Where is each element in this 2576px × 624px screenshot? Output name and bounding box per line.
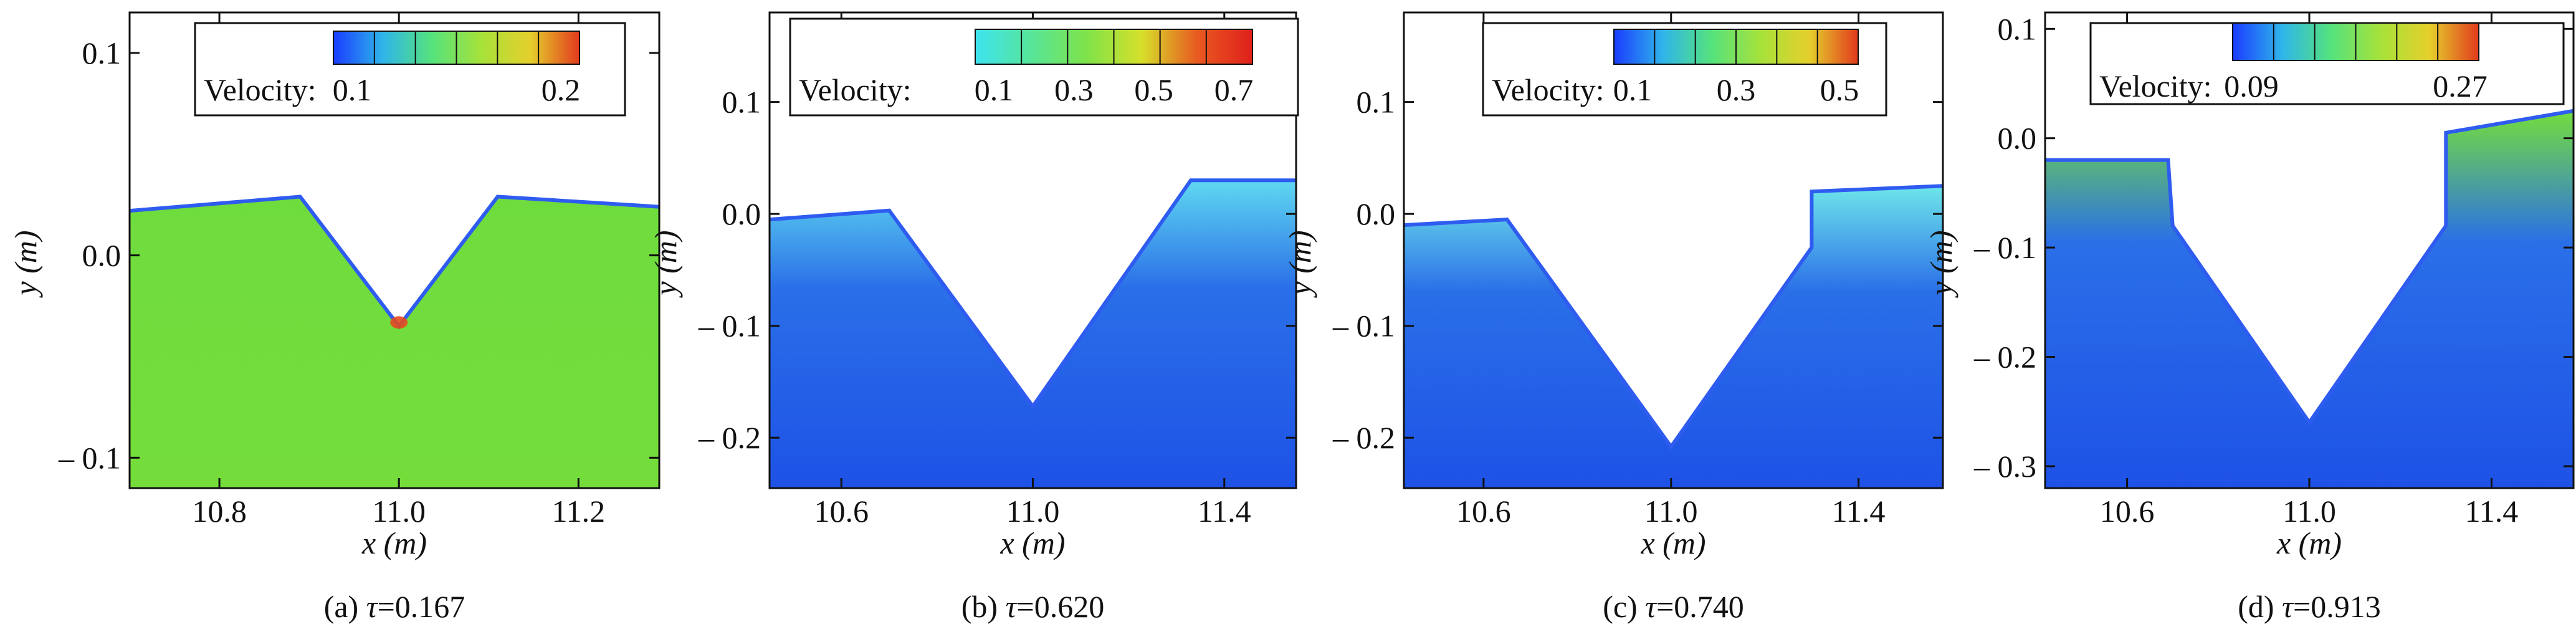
free-surface-line	[1404, 184, 1943, 450]
x-tick-label: 11.0	[1644, 494, 1698, 529]
colorbar-tick-label: 0.3	[1717, 72, 1756, 107]
colorbar-legend: Velocity: 0.1 0.3 0.5 0.7	[789, 17, 1299, 117]
x-axis-label: x (m)	[361, 526, 427, 560]
colorbar-tick-label: 0.7	[1214, 72, 1254, 107]
x-tick-label: 11.0	[2283, 494, 2336, 529]
colorbar-tick-label: 0.1	[333, 72, 372, 107]
x-axis-label: x (m)	[2276, 526, 2342, 560]
caption-value: =0.740	[1656, 589, 1744, 624]
y-tick-label: – 0.1	[1973, 230, 2036, 265]
caption-prefix: (a)	[324, 589, 366, 624]
axes-frame	[1403, 11, 1944, 489]
panel-a: 10.8 11.0 11.2 0.1 0.0 – 0.1 x (m) y (m) (a) τ=0…	[8, 11, 661, 624]
axes-frame	[128, 11, 661, 489]
colorbar-title: Velocity:	[2099, 69, 2212, 103]
y-tick-label: 0.0	[82, 238, 122, 273]
colorbar-title: Velocity:	[799, 72, 912, 107]
x-tick-label: 10.8	[192, 494, 247, 529]
x-tick-label: 11.2	[552, 494, 606, 529]
velocity-hotspot	[390, 316, 408, 329]
panel-caption: (b) τ=0.620	[961, 589, 1104, 624]
free-surface-line	[770, 178, 1296, 410]
caption-value: =0.913	[2293, 589, 2381, 624]
caption-prefix: (b)	[961, 589, 1006, 624]
x-tick-label: 11.4	[1832, 494, 1886, 529]
y-tick-label: – 0.3	[1973, 449, 2036, 484]
colorbar-tick-label: 0.2	[541, 72, 581, 107]
y-tick-label: 0.1	[1998, 11, 2037, 46]
colorbar-legend: Velocity: 0.1 0.2	[194, 22, 626, 117]
x-tick-label: 10.6	[1456, 494, 1511, 529]
y-tick-label: 0.0	[722, 196, 761, 231]
panel-caption: (d) τ=0.913	[2238, 589, 2380, 624]
fluid-region	[1404, 186, 1943, 488]
panel-caption: (a) τ=0.167	[324, 589, 465, 624]
fluid-region	[130, 196, 659, 488]
y-tick-label: – 0.1	[1332, 309, 1395, 343]
y-axis-label: y (m)	[648, 230, 683, 298]
colorbar-legend: Velocity: 0.1 0.3 0.5	[1482, 22, 1887, 117]
y-axis-label: y (m)	[1282, 230, 1317, 298]
y-tick-label: 0.1	[82, 36, 122, 70]
panel-b: 10.6 11.0 11.4 0.1 0.0 – 0.1 – 0.2 x (m) y (m) (b…	[648, 11, 1299, 624]
fluid-region	[2045, 110, 2574, 488]
colorbar-tick-label: 0.1	[1613, 72, 1653, 107]
y-tick-label: – 0.2	[1332, 420, 1395, 455]
panel-caption: (c) τ=0.740	[1603, 589, 1744, 624]
y-tick-label: – 0.2	[698, 420, 761, 455]
x-tick-label: 10.6	[814, 494, 869, 529]
caption-prefix: (c)	[1603, 589, 1645, 624]
x-axis-label: x (m)	[999, 526, 1065, 560]
colorbar-tick-label: 0.3	[1054, 72, 1094, 107]
colorbar-tick-label: 0.27	[2433, 69, 2488, 103]
y-tick-label: – 0.1	[58, 440, 121, 475]
x-tick-label: 11.0	[1006, 494, 1060, 529]
x-tick-label: 10.6	[2100, 494, 2155, 529]
y-tick-label: 0.0	[1357, 196, 1396, 231]
caption-prefix: (d)	[2238, 589, 2282, 624]
caption-tau: τ	[1645, 589, 1658, 624]
y-axis-label: y (m)	[1924, 230, 1958, 298]
fluid-region	[770, 180, 1296, 488]
y-tick-label: 0.0	[1998, 121, 2037, 156]
x-tick-label: 11.4	[2465, 494, 2519, 529]
caption-tau: τ	[366, 589, 379, 624]
colorbar-tick-label: 0.5	[1134, 72, 1173, 107]
y-tick-label: 0.1	[722, 85, 761, 120]
panel-c: 10.6 11.0 11.4 0.1 0.0 – 0.1 – 0.2 x (m) y (m) (c…	[1282, 11, 1944, 624]
panel-d: 10.6 11.0 11.4 0.1 0.0 – 0.1 – 0.2 – 0.3 x (m) y …	[1924, 11, 2575, 624]
colorbar-title: Velocity:	[204, 72, 317, 107]
caption-value: =0.620	[1017, 589, 1105, 624]
colorbar-tick-label: 0.5	[1820, 72, 1859, 107]
colorbar-title: Velocity:	[1492, 72, 1605, 107]
y-tick-label: 0.1	[1357, 85, 1396, 120]
colorbar-legend: Velocity: 0.09 0.27	[2089, 22, 2565, 105]
x-tick-label: 11.4	[1198, 494, 1251, 529]
caption-tau: τ	[1006, 589, 1018, 624]
x-tick-label: 11.0	[372, 494, 426, 529]
y-axis-label: y (m)	[8, 230, 43, 298]
free-surface-line	[2045, 108, 2574, 426]
x-axis-label: x (m)	[1640, 526, 1705, 560]
colorbar-tick-label: 0.09	[2224, 69, 2279, 103]
y-tick-label: – 0.1	[698, 309, 761, 343]
caption-value: =0.167	[378, 589, 465, 624]
colorbar-tick-label: 0.1	[975, 72, 1014, 107]
y-tick-label: – 0.2	[1973, 340, 2036, 375]
caption-tau: τ	[2282, 589, 2294, 624]
